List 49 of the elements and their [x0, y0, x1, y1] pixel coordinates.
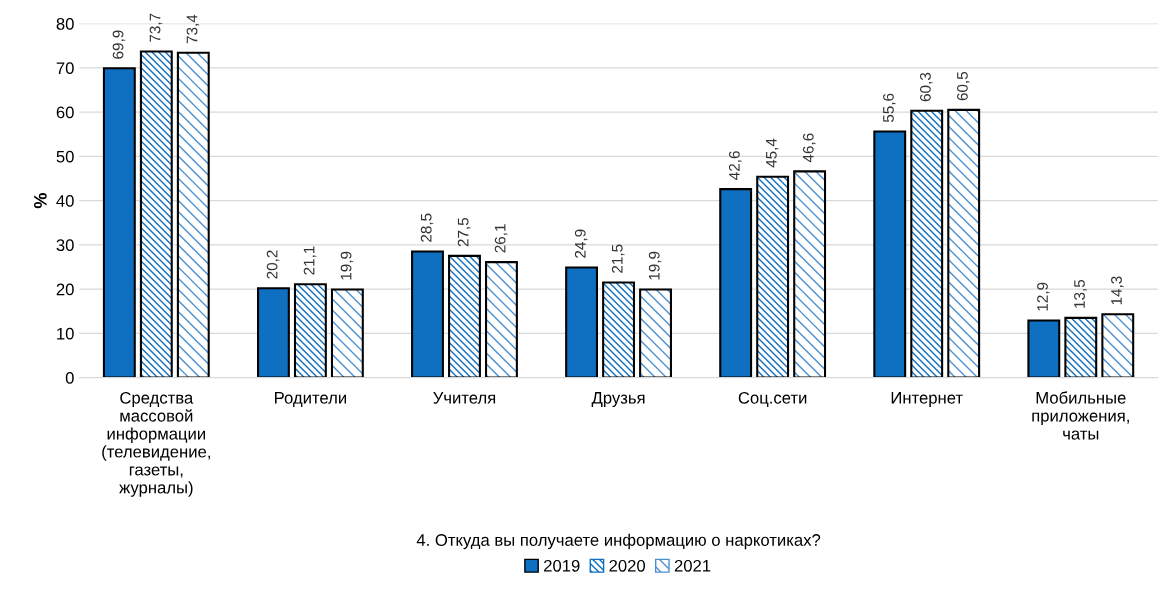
data-label: 21,5 [611, 244, 625, 273]
x-tick-label: Мобильные приложения, чаты [1032, 391, 1129, 440]
bar [565, 266, 599, 378]
y-tick-label: 40 [56, 195, 74, 207]
data-label: 73,7 [149, 13, 163, 42]
x-tick-label: Соц.сети [738, 391, 807, 407]
data-label: 42,6 [728, 151, 742, 180]
y-tick-label: 50 [56, 150, 74, 163]
y-tick-label: 30 [56, 239, 74, 252]
legend-label: 2019 [544, 559, 580, 572]
data-label: 46,6 [802, 133, 816, 163]
x-tick-label: Родители [275, 392, 346, 407]
bar [719, 188, 753, 378]
y-tick-label: 60 [56, 106, 74, 119]
data-label: 27,5 [457, 217, 471, 247]
data-label: 28,5 [420, 213, 434, 242]
legend-label: 2020 [609, 559, 646, 572]
data-label: 69,9 [112, 30, 126, 59]
data-label: 60,3 [920, 72, 933, 102]
bar [411, 250, 444, 378]
data-label: 26,1 [494, 224, 508, 253]
y-tick-label: 0 [65, 372, 74, 384]
data-label: 20,2 [266, 250, 280, 279]
data-label: 24,9 [574, 229, 588, 258]
bar [102, 67, 136, 378]
data-label: 73,4 [186, 14, 200, 44]
x-tick-label: Интернет [891, 392, 963, 408]
y-tick-label: 80 [56, 18, 74, 30]
y-tick-label: 70 [56, 62, 74, 75]
data-label: 13,5 [1074, 279, 1087, 308]
data-label: 60,5 [956, 71, 970, 101]
bar [1027, 319, 1061, 378]
x-tick-label: Друзья [591, 392, 645, 408]
data-label: 12,9 [1037, 282, 1050, 311]
bar [256, 287, 290, 378]
legend-label: 2021 [674, 559, 711, 572]
y-tick-label: 20 [56, 283, 74, 296]
data-label: 55,6 [883, 93, 896, 123]
data-label: 45,4 [766, 138, 779, 168]
x-axis-title: 4. Откуда вы получаете информацию о наркотиках? [416, 533, 821, 550]
y-tick-label: 10 [57, 327, 74, 340]
y-axis-title: % [34, 193, 47, 209]
data-label: 14,3 [1111, 276, 1124, 305]
data-label: 19,9 [340, 251, 354, 280]
bar [873, 130, 907, 378]
x-tick-label: Учителя [433, 392, 496, 404]
x-tick-label: Средства массовой информации (телевидение, газеты, журналы) [102, 391, 210, 497]
data-label: 19,9 [648, 251, 662, 280]
data-label: 21,1 [303, 246, 317, 275]
